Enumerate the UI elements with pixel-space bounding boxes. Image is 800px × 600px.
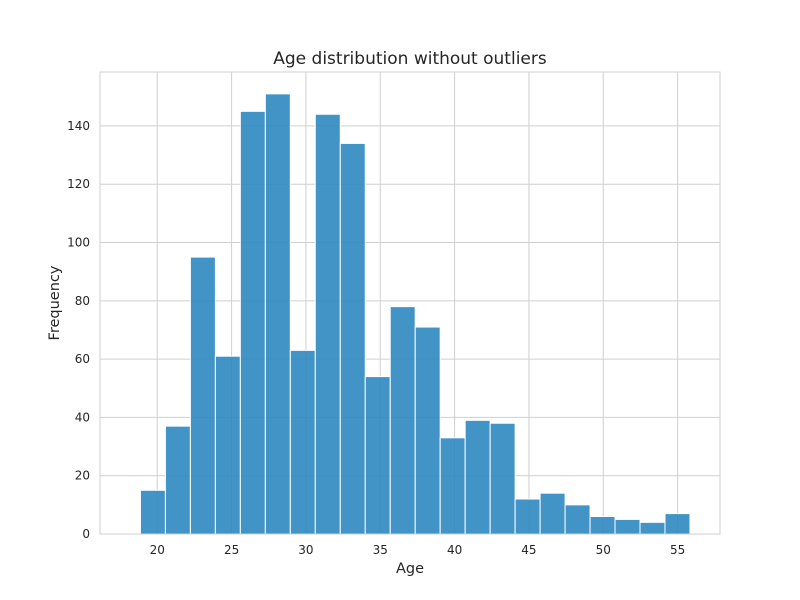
histogram-bar (214, 355, 241, 535)
histogram-bar (489, 422, 516, 535)
y-tick-label: 80 (75, 294, 90, 308)
y-tick-label: 40 (75, 410, 90, 424)
histogram-bar (239, 110, 266, 535)
histogram-bar (364, 376, 391, 535)
y-axis-title: Frequency (47, 265, 63, 340)
x-tick-label: 20 (150, 543, 165, 557)
histogram-bar (514, 498, 541, 535)
histogram-bar (664, 513, 691, 535)
x-tick-label: 25 (224, 543, 239, 557)
histogram-bar (264, 93, 291, 535)
bars (139, 93, 691, 535)
y-tick-label: 120 (67, 177, 90, 191)
histogram-bar (164, 425, 191, 535)
histogram-bar (539, 492, 566, 535)
x-tick-label: 50 (596, 543, 611, 557)
histogram-bar (139, 489, 166, 535)
tick-labels: 20 25 30 35 40 45 50 55 0 20 40 60 80 100 120 140 (67, 119, 685, 557)
y-tick-label: 100 (67, 236, 90, 250)
x-tick-label: 30 (298, 543, 313, 557)
histogram-bar (189, 256, 216, 535)
histogram-bar (639, 521, 666, 535)
x-tick-label: 45 (521, 543, 536, 557)
histogram-bar (289, 349, 316, 535)
histogram-bar (314, 113, 341, 535)
histogram-bar (389, 306, 416, 535)
histogram-bar (414, 326, 441, 535)
x-tick-label: 40 (447, 543, 462, 557)
x-tick-label: 35 (373, 543, 388, 557)
chart-title: Age distribution without outliers (273, 49, 547, 69)
y-tick-label: 0 (82, 527, 90, 541)
histogram-bar (589, 516, 616, 535)
x-axis-title: Age (396, 561, 424, 577)
y-tick-label: 20 (75, 469, 90, 483)
histogram-bar (439, 437, 466, 535)
histogram-bar (464, 419, 491, 535)
y-tick-label: 140 (67, 119, 90, 133)
histogram-bar (339, 142, 366, 535)
histogram-bar (564, 504, 591, 535)
x-tick-label: 55 (670, 543, 685, 557)
y-tick-label: 60 (75, 352, 90, 366)
histogram-bar (614, 518, 641, 535)
plot-frame (99, 71, 721, 535)
